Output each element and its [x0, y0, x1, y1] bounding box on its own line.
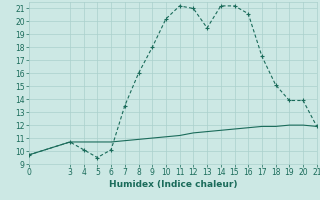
X-axis label: Humidex (Indice chaleur): Humidex (Indice chaleur)	[108, 180, 237, 189]
